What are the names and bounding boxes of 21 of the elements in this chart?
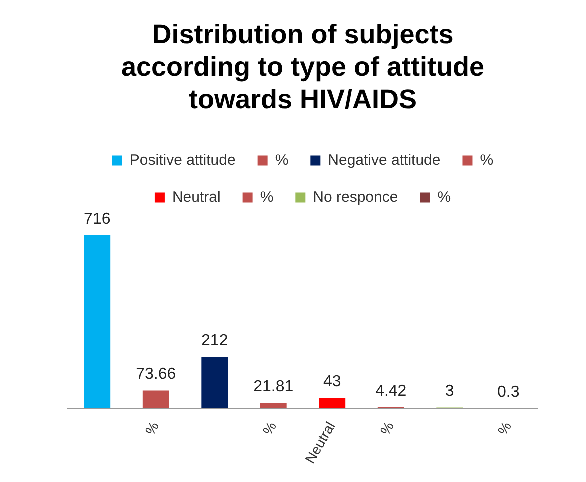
x-tick-label: % <box>259 419 280 438</box>
chart-title: Distribution of subjects according to type of attitude towards HIV/AIDS <box>121 20 485 114</box>
legend-label: No responce <box>313 188 398 206</box>
legend-label: Negative attitude <box>328 152 441 169</box>
x-tick-label: % <box>376 419 398 438</box>
legend-label: Positive attitude <box>130 152 236 169</box>
data-label: 716 <box>84 210 111 228</box>
data-label: 21.81 <box>254 378 294 396</box>
data-label: 4.42 <box>376 382 407 400</box>
data-label: 43 <box>323 374 342 391</box>
legend-label: Neutral <box>172 188 221 206</box>
data-label: 73.66 <box>136 366 176 384</box>
x-tick-label: % <box>142 419 162 438</box>
legend-label: % <box>480 152 494 169</box>
legend-label: % <box>260 188 274 206</box>
data-label: 3 <box>445 383 454 400</box>
data-label: 0.3 <box>498 384 520 401</box>
data-label: 212 <box>202 332 228 350</box>
legend-label: % <box>275 152 289 169</box>
x-tick-label: % <box>494 419 515 438</box>
legend-label: % <box>438 188 452 206</box>
